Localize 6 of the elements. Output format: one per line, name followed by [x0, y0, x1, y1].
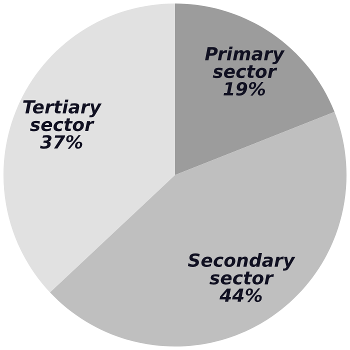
- data-label: 37%: [40, 135, 82, 149]
- data-label: 19%: [224, 82, 266, 96]
- slice-label: Secondary sector: [188, 252, 296, 285]
- data-label: 44%: [220, 288, 262, 302]
- slice-label: Tertiary sector: [23, 100, 102, 132]
- slice-label: Primary sector: [205, 46, 285, 78]
